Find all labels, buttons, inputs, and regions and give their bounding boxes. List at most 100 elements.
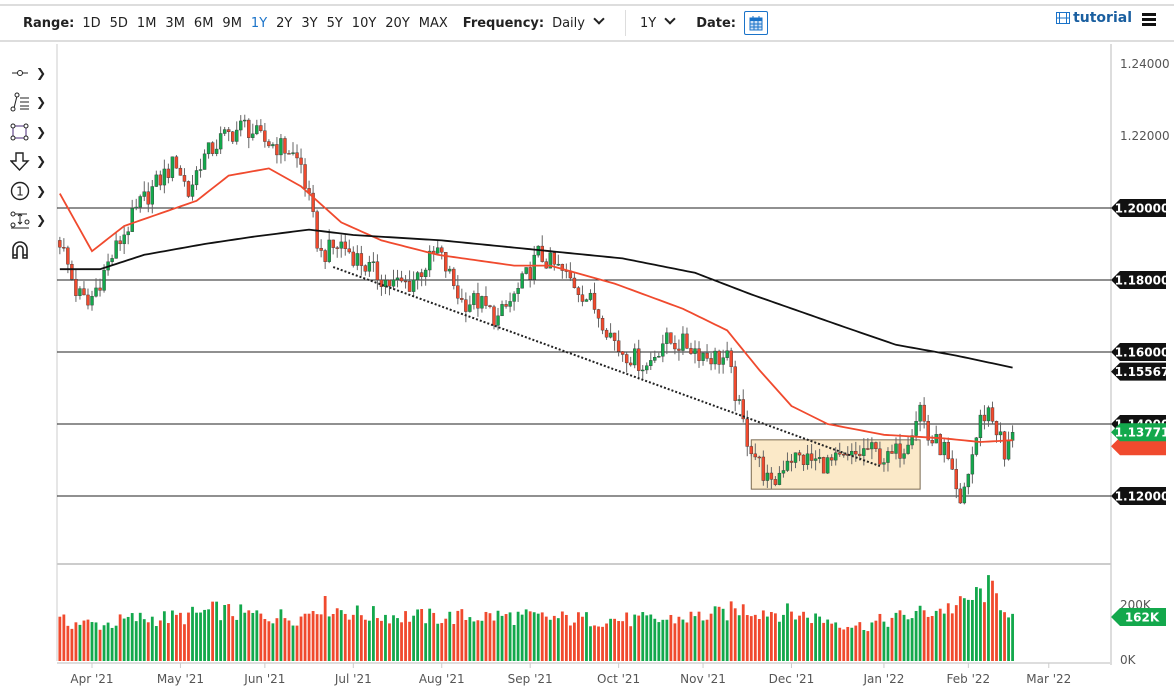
tool-fibonacci-tool[interactable]: ❯ <box>10 88 54 118</box>
candle-body <box>102 269 106 291</box>
candle-body <box>154 174 159 187</box>
volume-bar <box>577 612 580 661</box>
volume-tick-label: 0K <box>1120 653 1137 667</box>
candle-body <box>745 418 749 447</box>
tool-magnet[interactable] <box>10 235 54 265</box>
volume-bar <box>66 625 70 661</box>
candle-body <box>484 296 488 306</box>
volume-bar <box>838 627 842 661</box>
candle-body <box>697 348 701 361</box>
candle-body <box>271 144 275 147</box>
range-9m[interactable]: 9M <box>222 15 242 31</box>
candle-body <box>323 250 327 262</box>
candle-body <box>620 351 625 355</box>
magnet-icon <box>12 240 28 259</box>
volume-bar <box>826 619 830 661</box>
range-6m[interactable]: 6M <box>193 15 214 31</box>
volume-bar <box>134 621 138 661</box>
volume-bar <box>339 610 343 661</box>
volume-bar <box>878 613 882 661</box>
range-20y[interactable]: 20Y <box>385 15 410 31</box>
range-1y[interactable]: 1Y <box>250 15 268 31</box>
candle-body <box>395 277 400 280</box>
candle-body <box>862 448 866 456</box>
candle-body <box>299 157 303 165</box>
volume-bar <box>78 624 82 661</box>
volume-bar <box>568 625 572 661</box>
volume-bar <box>609 618 612 661</box>
range-10y[interactable]: 10Y <box>351 15 377 31</box>
volume-bar <box>721 608 725 661</box>
volume-bar <box>970 599 974 661</box>
tool-arrow-down-tool[interactable]: ❯ <box>10 147 54 177</box>
volume-bar <box>629 626 633 661</box>
volume-bar <box>593 625 596 661</box>
volume-bar <box>1003 612 1006 661</box>
candle-body <box>637 348 641 371</box>
volume-bar <box>130 613 134 661</box>
candle-body <box>440 247 444 253</box>
trendline <box>332 266 881 468</box>
candle-body <box>452 268 456 286</box>
candle-body <box>882 462 886 465</box>
candle-body <box>713 350 717 365</box>
volume-bar <box>372 606 375 661</box>
volume-bar <box>440 623 444 661</box>
range-max[interactable]: MAX <box>418 15 448 31</box>
candle-body <box>817 457 822 459</box>
volume-bar <box>633 614 637 661</box>
tool-line-tool[interactable]: ❯ <box>10 58 54 88</box>
volume-bar <box>645 615 649 661</box>
range-1d[interactable]: 1D <box>82 15 101 31</box>
volume-bar <box>882 621 886 661</box>
volume-bar <box>496 610 500 661</box>
tutorial-link[interactable]: tutorial <box>1056 10 1132 26</box>
price-tag-label: 1.16000 <box>1115 346 1170 360</box>
volume-bar <box>528 611 532 661</box>
range-2y[interactable]: 2Y <box>276 15 293 31</box>
x-tick-label: Jan '22 <box>862 672 904 686</box>
volume-bar <box>291 625 295 661</box>
tool-rectangle-tool[interactable]: ❯ <box>10 117 54 147</box>
volume-bar <box>448 611 452 661</box>
candle-body <box>295 152 299 159</box>
volume-bar <box>82 620 86 661</box>
range-5d[interactable]: 5D <box>109 15 128 31</box>
range-3y[interactable]: 3Y <box>301 15 318 31</box>
volume-bar <box>834 622 838 661</box>
frequency-dropdown[interactable]: Daily <box>552 13 611 31</box>
tool-annotation-number[interactable]: 1 ❯ <box>10 176 54 206</box>
candle-body <box>560 263 565 271</box>
candle-body <box>616 340 621 352</box>
hamburger-menu-icon[interactable] <box>1142 13 1156 28</box>
candle-body <box>918 404 922 422</box>
candle-body <box>58 240 62 248</box>
volume-bar <box>846 626 850 661</box>
candle-body <box>311 192 315 212</box>
volume-bar <box>830 623 834 661</box>
volume-bar <box>351 614 355 661</box>
candle-body <box>765 472 770 481</box>
candle-body <box>902 453 906 459</box>
candle-body <box>251 133 255 138</box>
candle-body <box>70 264 74 280</box>
candle-body <box>387 279 392 287</box>
volume-bar <box>367 620 371 661</box>
volume-bar <box>661 619 665 661</box>
range-3m[interactable]: 3M <box>165 15 185 31</box>
calendar-button[interactable] <box>744 11 768 35</box>
chevron-right-icon: ❯ <box>36 124 47 139</box>
range-5y[interactable]: 5Y <box>326 15 343 31</box>
candle-body <box>371 261 376 263</box>
volume-bar <box>146 622 150 661</box>
volume-bar <box>524 609 528 661</box>
volume-bar <box>745 615 749 661</box>
period-dropdown[interactable]: 1Y <box>640 13 682 31</box>
volume-bar <box>641 612 645 661</box>
candle-body <box>890 451 894 454</box>
range-1m[interactable]: 1M <box>136 15 157 31</box>
candle-body <box>190 184 195 197</box>
tool-measure-tool[interactable]: ❯ <box>10 206 54 236</box>
volume-bar <box>247 610 251 661</box>
